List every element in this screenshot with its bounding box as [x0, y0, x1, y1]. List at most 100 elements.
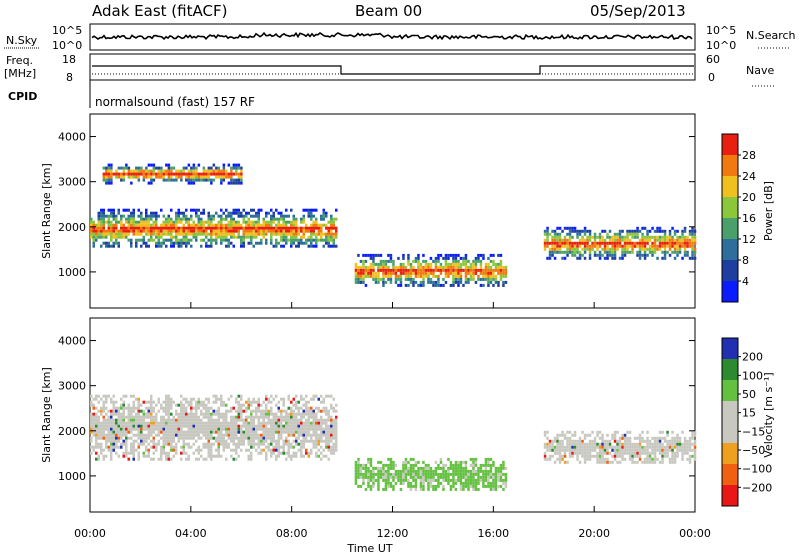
heatmap-cell	[292, 421, 295, 425]
heatmap-cell	[631, 448, 634, 452]
heatmap-cell	[364, 472, 368, 476]
heatmap-cell	[598, 235, 602, 239]
heatmap-cell	[257, 208, 260, 212]
heatmap-cell	[646, 460, 649, 464]
heatmap-cell	[155, 226, 158, 230]
heatmap-cell	[150, 415, 153, 419]
heatmap-cell	[285, 409, 288, 413]
heatmap-cell	[464, 274, 468, 278]
heatmap-cell	[320, 430, 323, 434]
heatmap-cell	[432, 268, 435, 272]
heatmap-cell	[666, 433, 669, 437]
heatmap-cell	[185, 220, 188, 224]
heatmap-cell	[175, 175, 178, 179]
heatmap-cell	[497, 280, 500, 284]
heatmap-cell	[362, 481, 365, 485]
heatmap-cell	[197, 427, 200, 431]
heatmap-cell	[280, 211, 283, 215]
heatmap-cell	[673, 250, 677, 254]
heatmap-cell	[432, 484, 435, 488]
heatmap-cell	[601, 247, 604, 251]
heatmap-cell	[322, 223, 325, 227]
heatmap-cell	[444, 280, 448, 284]
heatmap-cell	[327, 409, 330, 413]
heatmap-cell	[327, 433, 330, 437]
heatmap-cell	[120, 166, 123, 170]
heatmap-cell	[250, 442, 253, 446]
heatmap-cell	[583, 436, 587, 440]
heatmap-cell	[553, 238, 557, 242]
heatmap-cell	[596, 454, 599, 458]
heatmap-cell	[212, 454, 215, 458]
heatmap-cell	[190, 421, 193, 425]
heatmap-cell	[277, 229, 280, 233]
heatmap-cell	[621, 238, 624, 242]
heatmap-cell	[277, 439, 280, 443]
heatmap-cell	[235, 418, 238, 422]
heatmap-cell	[170, 220, 173, 224]
heatmap-cell	[92, 427, 95, 431]
heatmap-cell	[676, 241, 679, 245]
heatmap-cell	[140, 172, 143, 176]
heatmap-cell	[150, 181, 153, 185]
heatmap-cell	[127, 415, 130, 419]
heatmap-cell	[205, 172, 208, 176]
heatmap-cell	[120, 406, 123, 410]
heatmap-cell	[102, 211, 105, 215]
heatmap-cell	[295, 451, 298, 455]
heatmap-cell	[270, 238, 273, 242]
heatmap-cell	[310, 421, 313, 425]
heatmap-cell	[472, 271, 475, 275]
heatmap-cell	[220, 412, 223, 416]
heatmap-cell	[646, 448, 649, 452]
heatmap-cell	[593, 235, 597, 239]
heatmap-cell	[172, 439, 175, 443]
heatmap-cell	[260, 415, 263, 419]
heatmap-cell	[127, 451, 130, 455]
heatmap-cell	[546, 436, 549, 440]
heatmap-cell	[175, 424, 178, 428]
heatmap-cell	[327, 238, 330, 242]
heatmap-cell	[275, 208, 278, 212]
heatmap-cell	[92, 241, 95, 245]
heatmap-cell	[225, 235, 228, 239]
heatmap-cell	[122, 421, 125, 425]
heatmap-cell	[457, 478, 460, 482]
heatmap-cell	[212, 442, 215, 446]
heatmap-cell	[407, 274, 410, 278]
heatmap-cell	[112, 448, 115, 452]
heatmap-cell	[232, 217, 235, 221]
heatmap-cell	[499, 277, 503, 281]
heatmap-cell	[623, 445, 627, 449]
heatmap-cell	[427, 478, 430, 482]
heatmap-cell	[591, 442, 594, 446]
heatmap-cell	[302, 403, 305, 407]
heatmap-cell	[192, 172, 196, 176]
heatmap-cell	[100, 214, 103, 218]
heatmap-cell	[397, 472, 400, 476]
heatmap-cell	[272, 424, 275, 428]
heatmap-cell	[621, 442, 624, 446]
heatmap-cell	[252, 235, 255, 239]
heatmap-cell	[407, 484, 410, 488]
heatmap-cell	[112, 226, 115, 230]
heatmap-cell	[250, 430, 253, 434]
heatmap-cell	[412, 472, 415, 476]
heatmap-cell	[210, 436, 213, 440]
heatmap-cell	[130, 415, 133, 419]
heatmap-cell	[576, 454, 579, 458]
heatmap-cell	[135, 415, 138, 419]
heatmap-cell	[150, 235, 153, 239]
heatmap-cell	[210, 178, 213, 182]
heatmap-cell	[185, 412, 188, 416]
heatmap-cell	[437, 265, 440, 269]
heatmap-cell	[641, 430, 644, 434]
heatmap-cell	[147, 220, 150, 224]
heatmap-cell	[497, 262, 500, 266]
heatmap-cell	[230, 217, 233, 221]
heatmap-cell	[357, 253, 360, 257]
heatmap-cell	[167, 226, 170, 230]
heatmap-cell	[127, 229, 130, 233]
heatmap-cell	[170, 226, 173, 230]
heatmap-cell	[671, 460, 674, 464]
